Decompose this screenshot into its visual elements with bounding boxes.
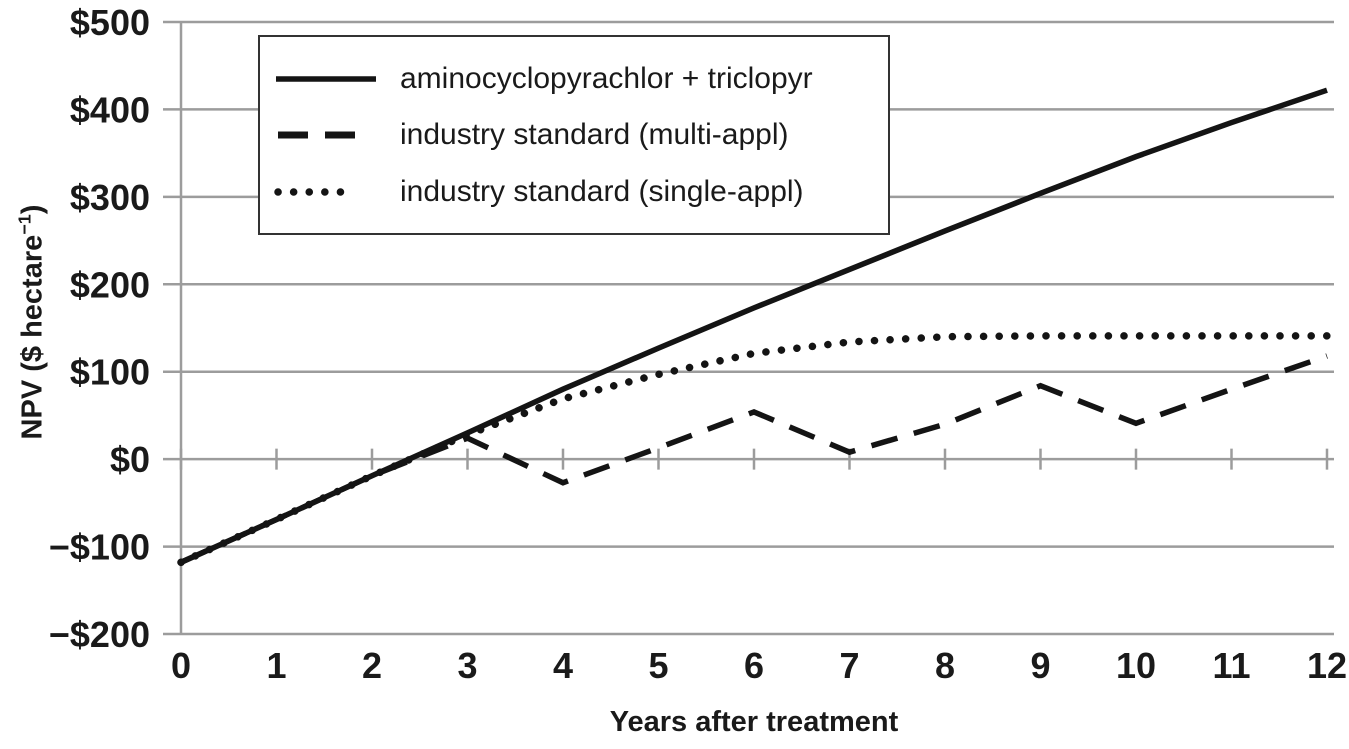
x-tick-label: 6 — [744, 645, 764, 686]
legend-label: aminocyclopyrachlor + triclopyr — [400, 61, 813, 95]
x-tick-label: 7 — [839, 645, 859, 686]
y-tick-label: $200 — [70, 264, 150, 305]
x-tick-label: 1 — [266, 645, 286, 686]
x-tick-label: 11 — [1212, 645, 1250, 686]
y-tick-label: $400 — [70, 89, 150, 130]
y-axis-title-text: NPV ($ hectare — [16, 234, 49, 440]
legend-item-aminocyclopyrachlor-triclopyr: aminocyclopyrachlor + triclopyr — [272, 61, 888, 95]
x-tick-label: 3 — [457, 645, 477, 686]
y-axis-title-text: ) — [16, 204, 49, 215]
x-tick-label: 10 — [1116, 645, 1156, 686]
y-axis-title: NPV ($ hectare−1) — [15, 205, 50, 440]
series-line-industry-standard-single-appl — [177, 332, 1331, 567]
legend-solid-line-sample — [276, 75, 376, 82]
y-tick-label: $300 — [70, 177, 150, 218]
legend-label: industry standard (multi-appl) — [400, 118, 789, 151]
y-tick-label: $500 — [70, 2, 150, 43]
x-axis-title: Years after treatment — [609, 706, 899, 738]
x-tick-label: 4 — [553, 645, 573, 686]
y-tick-label: $0 — [110, 439, 150, 480]
x-tick-label: 8 — [935, 645, 955, 686]
series-line-aminocyclopyrachlor-triclopyr — [179, 87, 1328, 565]
y-tick-label: −$200 — [49, 614, 150, 655]
legend-dashed-line-sample — [278, 131, 372, 139]
legend-item-industry-standard-single-appl: industry standard (single-appl) — [272, 174, 888, 208]
legend-label: industry standard (single-appl) — [400, 174, 804, 208]
y-axis-title-superscript: −1 — [14, 214, 35, 235]
x-tick-label: 5 — [648, 645, 668, 686]
legend: aminocyclopyrachlor + triclopyr industry… — [258, 35, 890, 235]
series-line-industry-standard-multi-appl — [179, 353, 1328, 565]
x-tick-label: 12 — [1307, 645, 1347, 686]
x-tick-label: 0 — [171, 645, 191, 686]
y-tick-label: −$100 — [49, 527, 150, 568]
legend-dotted-line-sample — [274, 187, 350, 196]
x-tick-label: 2 — [362, 645, 382, 686]
x-tick-label: 9 — [1030, 645, 1050, 686]
y-tick-label: $100 — [70, 352, 150, 393]
legend-item-industry-standard-multi-appl: industry standard (multi-appl) — [272, 120, 888, 150]
